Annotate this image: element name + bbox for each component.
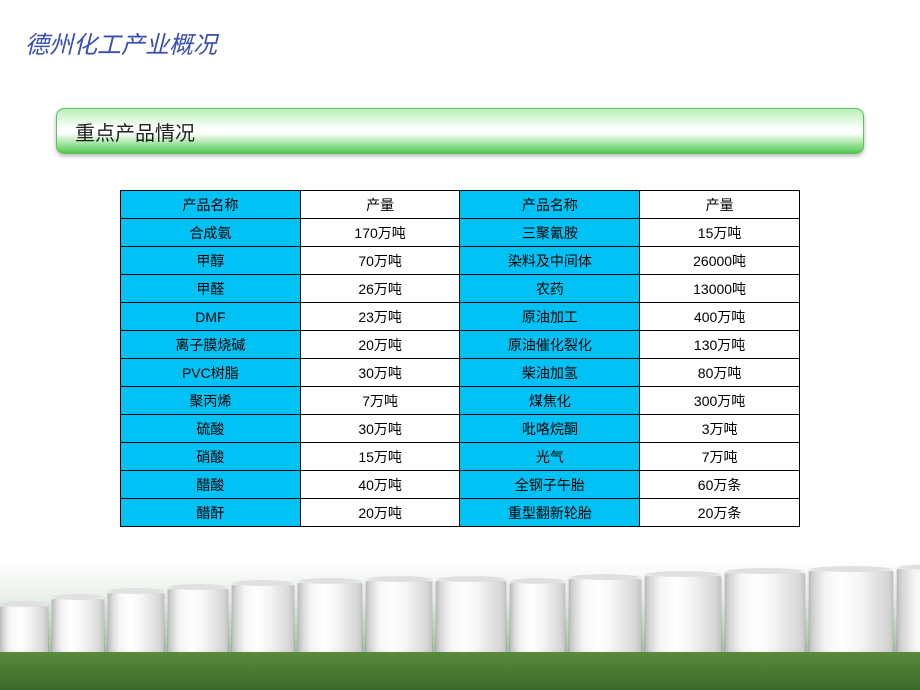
storage-tank-icon [0,603,48,658]
product-value-cell: 30万吨 [300,359,460,387]
product-name-cell: 原油加工 [460,303,640,331]
storage-tank-icon [569,576,641,658]
product-value-cell: 60万条 [640,471,800,499]
table-row: 聚丙烯7万吨煤焦化300万吨 [121,387,800,415]
product-value-cell: 400万吨 [640,303,800,331]
product-name-cell: 三聚氰胺 [460,219,640,247]
product-name-cell: 聚丙烯 [121,387,301,415]
product-name-cell: 光气 [460,443,640,471]
table-row: 醋酐20万吨重型翻新轮胎20万条 [121,499,800,527]
product-value-cell: 7万吨 [640,443,800,471]
section-banner: 重点产品情况 [56,108,864,154]
table-row: 合成氨170万吨三聚氰胺15万吨 [121,219,800,247]
storage-tank-icon [897,566,920,658]
section-banner-label: 重点产品情况 [75,117,195,146]
product-value-cell: 30万吨 [300,415,460,443]
table-row: 甲醇70万吨染料及中间体26000吨 [121,247,800,275]
product-name-cell: 甲醛 [121,275,301,303]
product-name-cell: 重型翻新轮胎 [460,499,640,527]
table-row: 硝酸15万吨光气7万吨 [121,443,800,471]
grass-strip [0,652,920,690]
table-header-name: 产品名称 [460,191,640,219]
product-value-cell: 20万条 [640,499,800,527]
storage-tank-icon [298,580,362,658]
storage-tank-icon [366,578,432,658]
product-value-cell: 20万吨 [300,331,460,359]
table-header-name: 产品名称 [121,191,301,219]
product-name-cell: 离子膜烧碱 [121,331,301,359]
tank-row-illustration [0,566,920,658]
product-name-cell: 甲醇 [121,247,301,275]
product-value-cell: 13000吨 [640,275,800,303]
product-value-cell: 300万吨 [640,387,800,415]
product-value-cell: 130万吨 [640,331,800,359]
storage-tank-icon [725,570,805,658]
product-name-cell: 硫酸 [121,415,301,443]
table-row: 硫酸30万吨吡咯烷酮3万吨 [121,415,800,443]
table-row: PVC树脂30万吨柴油加氢80万吨 [121,359,800,387]
table-row: 醋酸40万吨全钢子午胎60万条 [121,471,800,499]
storage-tank-icon [809,568,893,658]
product-value-cell: 20万吨 [300,499,460,527]
product-value-cell: 7万吨 [300,387,460,415]
product-name-cell: PVC树脂 [121,359,301,387]
storage-tank-icon [510,580,565,658]
storage-tank-icon [645,573,721,658]
table-row: 离子膜烧碱20万吨原油催化裂化130万吨 [121,331,800,359]
table-row: DMF23万吨原油加工400万吨 [121,303,800,331]
product-name-cell: 煤焦化 [460,387,640,415]
page-title: 德州化工产业概况 [25,25,217,60]
product-value-cell: 26000吨 [640,247,800,275]
product-name-cell: 染料及中间体 [460,247,640,275]
table-header-value: 产量 [300,191,460,219]
product-value-cell: 70万吨 [300,247,460,275]
storage-tank-icon [52,596,104,658]
product-name-cell: 原油催化裂化 [460,331,640,359]
product-value-cell: 15万吨 [300,443,460,471]
product-name-cell: 农药 [460,275,640,303]
product-name-cell: 合成氨 [121,219,301,247]
storage-tank-icon [436,578,506,658]
product-value-cell: 40万吨 [300,471,460,499]
storage-tank-icon [108,590,164,658]
product-value-cell: 80万吨 [640,359,800,387]
product-name-cell: 醋酸 [121,471,301,499]
product-name-cell: 硝酸 [121,443,301,471]
product-name-cell: 醋酐 [121,499,301,527]
product-name-cell: 全钢子午胎 [460,471,640,499]
table-row: 甲醛26万吨农药13000吨 [121,275,800,303]
product-value-cell: 15万吨 [640,219,800,247]
product-name-cell: 柴油加氢 [460,359,640,387]
product-name-cell: DMF [121,303,301,331]
product-value-cell: 170万吨 [300,219,460,247]
product-value-cell: 26万吨 [300,275,460,303]
product-table: 产品名称产量产品名称产量合成氨170万吨三聚氰胺15万吨甲醇70万吨染料及中间体… [120,190,800,527]
product-value-cell: 23万吨 [300,303,460,331]
storage-tank-icon [232,582,294,658]
product-value-cell: 3万吨 [640,415,800,443]
product-name-cell: 吡咯烷酮 [460,415,640,443]
storage-tank-icon [168,586,228,658]
table-header-value: 产量 [640,191,800,219]
